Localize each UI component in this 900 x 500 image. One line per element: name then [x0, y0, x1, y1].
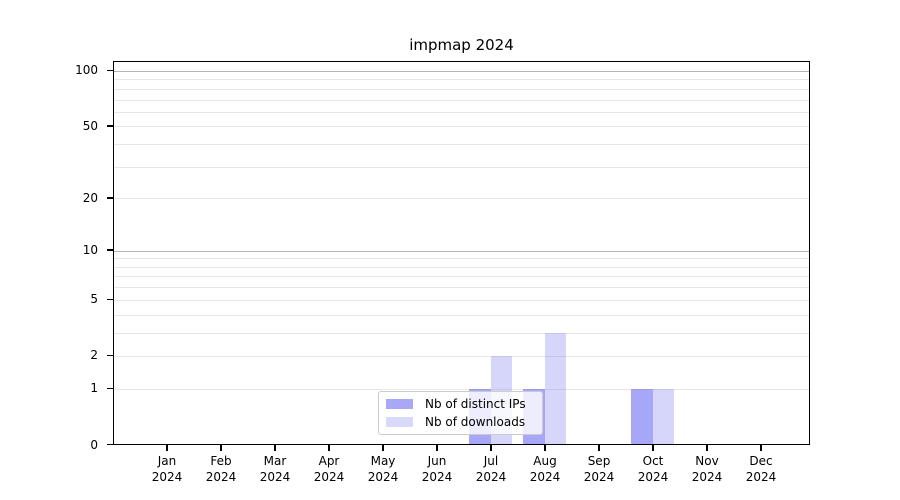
legend: Nb of distinct IPs Nb of downloads [378, 391, 543, 435]
bar-oct-distinct-ips [631, 389, 653, 444]
gridline-y-8 [114, 266, 809, 268]
legend-item-downloads: Nb of downloads [386, 415, 535, 431]
plot-area [113, 61, 810, 445]
y-tick-label-1: 1 [90, 381, 98, 396]
gridline-y-9 [114, 258, 809, 260]
x-tick-label-mar: Mar 2024 [259, 453, 291, 484]
x-tick-label-dec: Dec 2024 [745, 453, 777, 484]
y-tick-mark-10 [107, 249, 113, 251]
x-tick-mark-nov [706, 444, 708, 451]
x-tick-label-may: May 2024 [367, 453, 399, 484]
gridline-y-10 [114, 250, 809, 252]
gridline-y-100 [114, 70, 809, 72]
gridline-y-1 [114, 388, 809, 390]
y-tick-label-10: 10 [82, 243, 98, 258]
x-tick-label-sep: Sep 2024 [583, 453, 615, 484]
gridline-y-90 [114, 79, 809, 81]
x-tick-mark-jul [490, 444, 492, 451]
x-tick-label-nov: Nov 2024 [691, 453, 723, 484]
x-tick-label-jun: Jun 2024 [421, 453, 453, 484]
gridline-y-50 [114, 126, 809, 128]
legend-label-distinct-ips: Nb of distinct IPs [425, 396, 526, 411]
legend-item-distinct-ips: Nb of distinct IPs [386, 396, 535, 412]
x-tick-label-jan: Jan 2024 [151, 453, 183, 484]
legend-swatch-distinct-ips [386, 398, 413, 409]
x-tick-label-apr: Apr 2024 [313, 453, 345, 484]
gridline-y-60 [114, 111, 809, 113]
bar-oct-downloads [652, 389, 674, 444]
y-tick-mark-50 [107, 125, 113, 127]
gridline-y-30 [114, 166, 809, 168]
x-tick-mark-aug [544, 444, 546, 451]
x-tick-mark-apr [328, 444, 330, 451]
gridline-y-6 [114, 287, 809, 289]
y-tick-label-100: 100 [75, 63, 98, 78]
y-tick-label-5: 5 [90, 292, 98, 307]
x-tick-label-feb: Feb 2024 [205, 453, 237, 484]
x-tick-mark-jun [436, 444, 438, 451]
x-tick-mark-jan [166, 444, 168, 451]
gridline-y-4 [114, 314, 809, 316]
gridline-y-70 [114, 99, 809, 101]
y-tick-mark-20 [107, 197, 113, 199]
y-tick-mark-2 [107, 354, 113, 357]
y-tick-mark-1 [107, 387, 113, 390]
x-tick-mark-mar [274, 444, 276, 451]
x-tick-mark-dec [760, 444, 762, 451]
x-tick-mark-sep [598, 444, 600, 451]
bar-aug-downloads [544, 333, 566, 444]
x-tick-mark-may [382, 444, 384, 451]
y-tick-label-50: 50 [82, 118, 98, 133]
y-tick-label-2: 2 [90, 348, 98, 363]
legend-label-downloads: Nb of downloads [425, 415, 526, 430]
legend-swatch-downloads [386, 417, 413, 428]
x-tick-mark-feb [220, 444, 222, 451]
y-tick-label-20: 20 [82, 190, 98, 205]
gridline-y-40 [114, 144, 809, 146]
x-tick-label-jul: Jul 2024 [475, 453, 507, 484]
x-tick-label-aug: Aug 2024 [529, 453, 561, 484]
y-tick-label-0: 0 [90, 437, 98, 452]
y-tick-mark-5 [107, 298, 113, 301]
gridline-y-7 [114, 276, 809, 278]
y-tick-mark-100 [107, 69, 113, 72]
x-tick-mark-oct [652, 444, 654, 451]
gridline-y-3 [114, 332, 809, 334]
gridline-y-20 [114, 198, 809, 200]
gridline-y-80 [114, 88, 809, 90]
gridline-y-2 [114, 355, 809, 357]
chart-title: impmap 2024 [409, 36, 514, 54]
y-tick-mark-0 [107, 443, 113, 446]
gridline-y-5 [114, 299, 809, 301]
x-tick-label-oct: Oct 2024 [637, 453, 669, 484]
